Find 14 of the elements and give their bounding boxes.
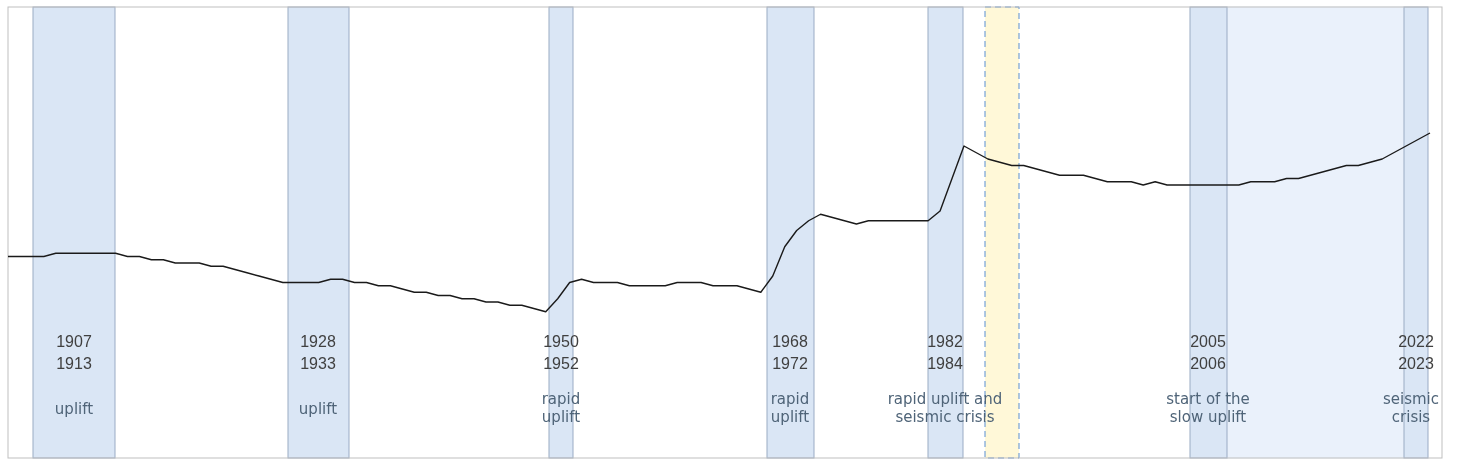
annotation: rapid uplift: [541, 390, 581, 426]
annotation: uplift: [298, 400, 338, 418]
annotation: seismic crisis: [1382, 390, 1440, 426]
annotation: rapid uplift and seismic crisis: [887, 390, 1003, 426]
annotation: uplift: [54, 400, 94, 418]
annotation: 1907 1913: [56, 333, 92, 372]
annotation: 1950 1952: [543, 333, 579, 372]
annotation: 2005 2006: [1190, 333, 1226, 372]
annotation: 1968 1972: [772, 333, 808, 372]
annotation: 1982 1984: [927, 333, 963, 372]
annotation: 1928 1933: [300, 333, 336, 372]
annotation: rapid uplift: [770, 390, 810, 426]
annotation: start of the slow uplift: [1166, 390, 1250, 426]
annotation: 2022 2023: [1398, 333, 1434, 372]
